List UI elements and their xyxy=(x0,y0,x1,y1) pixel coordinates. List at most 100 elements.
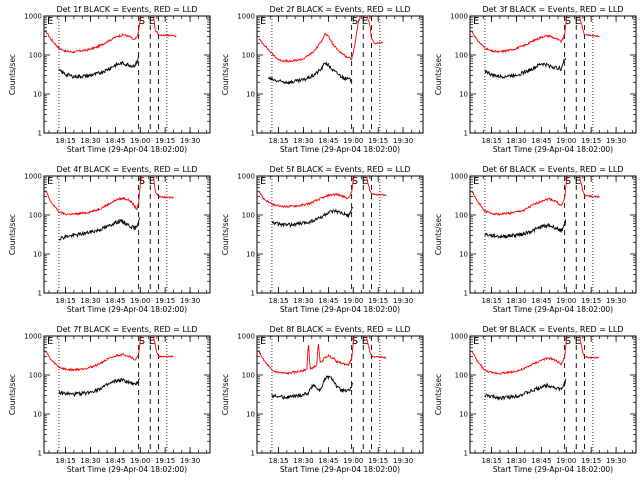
x-tick-label: 18:15 xyxy=(268,137,288,145)
x-tick-label: 18:45 xyxy=(531,297,551,305)
lld-series-line xyxy=(578,336,600,360)
y-tick-label: 1 xyxy=(464,450,468,458)
x-axis-label: Start Time (29-Apr-04 18:02:00) xyxy=(67,465,187,474)
events-series-line xyxy=(271,375,354,400)
plot-frame xyxy=(256,175,424,294)
lld-series-line xyxy=(45,336,142,372)
plot-frame xyxy=(469,15,637,134)
x-tick-label: 19:00 xyxy=(343,457,363,465)
x-tick-label: 19:30 xyxy=(393,297,413,305)
y-axis-label: Counts/sec xyxy=(8,54,17,95)
marker-e-left: E xyxy=(260,16,266,27)
y-tick-label: 10 xyxy=(33,411,42,419)
marker-e: E xyxy=(362,336,368,347)
x-tick-label: 19:00 xyxy=(343,297,363,305)
y-tick-label: 1 xyxy=(464,130,468,138)
y-tick-label: 1 xyxy=(251,130,255,138)
lld-series-line xyxy=(471,16,568,54)
x-tick-label: 18:30 xyxy=(506,297,526,305)
detector-panel: Det 8f BLACK = Events, RED = LLD 1 10 100 10… xyxy=(221,325,424,474)
y-tick-label: 10 xyxy=(459,91,468,99)
x-tick-label: 18:30 xyxy=(293,457,313,465)
lld-series-line xyxy=(45,176,143,216)
x-tick-label: 18:30 xyxy=(506,137,526,145)
x-tick-label: 19:15 xyxy=(581,137,601,145)
lld-series-line xyxy=(365,176,387,197)
y-tick-label: 100 xyxy=(455,52,468,60)
y-axis-label: Counts/sec xyxy=(8,374,17,415)
x-tick-label: 18:45 xyxy=(105,457,125,465)
lld-series-line xyxy=(258,336,355,376)
y-tick-label: 1000 xyxy=(450,13,468,21)
marker-s: S xyxy=(565,16,571,27)
events-series-line xyxy=(484,378,567,402)
y-tick-label: 1 xyxy=(464,290,468,298)
marker-s: S xyxy=(139,176,145,187)
y-tick-label: 100 xyxy=(455,372,468,380)
y-tick-label: 100 xyxy=(242,212,255,220)
marker-e-left: E xyxy=(260,176,266,187)
plot-frame xyxy=(43,335,211,454)
y-tick-label: 10 xyxy=(246,411,255,419)
x-axis-label: Start Time (29-Apr-04 18:02:00) xyxy=(493,305,613,314)
x-tick-label: 19:00 xyxy=(556,137,576,145)
marker-e-left: E xyxy=(473,16,479,27)
lld-series-line xyxy=(365,336,387,359)
lld-series-line xyxy=(45,16,142,54)
y-tick-label: 10 xyxy=(33,251,42,259)
y-tick-label: 1000 xyxy=(24,173,42,181)
x-axis-label: Start Time (29-Apr-04 18:02:00) xyxy=(280,145,400,154)
y-tick-label: 100 xyxy=(29,212,42,220)
x-tick-label: 19:15 xyxy=(368,137,388,145)
x-tick-label: 19:15 xyxy=(155,137,175,145)
x-axis-label: Start Time (29-Apr-04 18:02:00) xyxy=(67,145,187,154)
x-tick-label: 18:45 xyxy=(318,457,338,465)
panel-title: Det 8f BLACK = Events, RED = LLD xyxy=(269,325,410,334)
marker-e: E xyxy=(575,336,581,347)
y-tick-label: 10 xyxy=(459,251,468,259)
x-tick-label: 18:15 xyxy=(55,137,75,145)
panel-title: Det 6f BLACK = Events, RED = LLD xyxy=(482,165,623,174)
detector-panel: Det 3f BLACK = Events, RED = LLD 1 10 100 10… xyxy=(434,5,637,154)
x-tick-label: 19:30 xyxy=(606,457,626,465)
x-axis-label: Start Time (29-Apr-04 18:02:00) xyxy=(493,465,613,474)
x-tick-label: 18:45 xyxy=(105,297,125,305)
x-tick-label: 19:00 xyxy=(130,297,150,305)
panel-title: Det 9f BLACK = Events, RED = LLD xyxy=(482,325,623,334)
x-tick-label: 19:15 xyxy=(368,457,388,465)
detector-panel: Det 1f BLACK = Events, RED = LLD 1 10 100 10… xyxy=(8,5,211,154)
plot-frame xyxy=(256,335,424,454)
marker-e: E xyxy=(362,176,368,187)
x-tick-label: 19:15 xyxy=(581,297,601,305)
y-tick-label: 10 xyxy=(246,251,255,259)
x-tick-label: 19:30 xyxy=(606,137,626,145)
y-tick-label: 1 xyxy=(38,290,42,298)
lld-series-line xyxy=(258,16,361,64)
x-tick-label: 19:00 xyxy=(343,137,363,145)
y-tick-label: 10 xyxy=(33,91,42,99)
x-axis-label: Start Time (29-Apr-04 18:02:00) xyxy=(493,145,613,154)
detector-panel: Det 5f BLACK = Events, RED = LLD 1 10 100 10… xyxy=(221,165,424,314)
y-axis-label: Counts/sec xyxy=(434,54,443,95)
marker-e-left: E xyxy=(473,176,479,187)
x-tick-label: 18:30 xyxy=(80,457,100,465)
panel-title: Det 5f BLACK = Events, RED = LLD xyxy=(269,165,410,174)
x-axis-label: Start Time (29-Apr-04 18:02:00) xyxy=(280,465,400,474)
y-axis-label: Counts/sec xyxy=(8,214,17,255)
plot-frame xyxy=(43,175,211,294)
lld-series-line xyxy=(152,16,177,38)
plot-frame xyxy=(256,15,424,134)
x-tick-label: 19:15 xyxy=(368,297,388,305)
x-tick-label: 18:30 xyxy=(506,457,526,465)
lld-series-line xyxy=(258,176,355,208)
x-tick-label: 19:00 xyxy=(130,137,150,145)
marker-s: S xyxy=(352,16,358,27)
x-tick-label: 18:45 xyxy=(531,457,551,465)
y-tick-label: 100 xyxy=(242,52,255,60)
y-tick-label: 1000 xyxy=(24,13,42,21)
x-tick-label: 19:15 xyxy=(155,297,175,305)
y-axis-label: Counts/sec xyxy=(434,214,443,255)
x-tick-label: 18:15 xyxy=(481,137,501,145)
events-series-line xyxy=(271,206,354,229)
